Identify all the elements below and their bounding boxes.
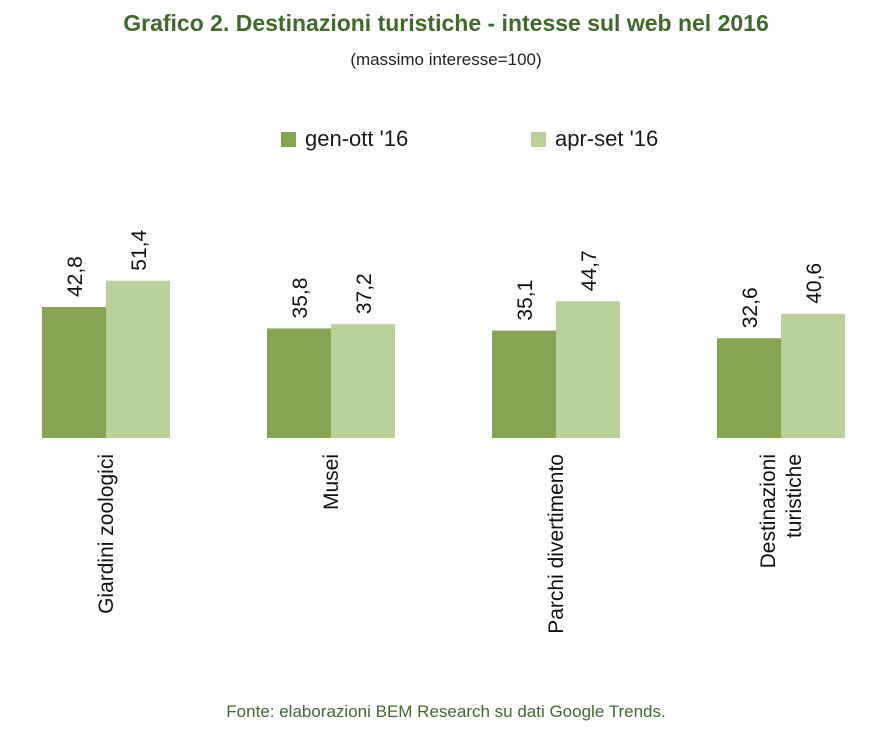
data-label-series-1-1: 42,8 <box>64 256 87 297</box>
data-label-series-1-3: 35,1 <box>514 280 537 321</box>
bar-series-1-2 <box>267 328 331 438</box>
category-label-line: Parchi divertimento <box>545 454 568 634</box>
data-label-series-2-3: 44,7 <box>578 250 601 291</box>
bar-series-2-4 <box>781 313 845 438</box>
data-label-series-1-4: 32,6 <box>739 287 762 328</box>
legend-item-series-2: apr-set '16 <box>531 126 658 152</box>
source-note: Fonte: elaborazioni BEM Research su dati… <box>226 702 666 721</box>
category-label-4: Destinazioni turistiche <box>757 454 806 568</box>
category-label-line: Musei <box>320 454 343 510</box>
bar-series-1-3 <box>492 330 556 438</box>
chart-title: Grafico 2. Destinazioni turistiche - int… <box>123 10 769 36</box>
chart-subtitle: (massimo interesse=100) <box>350 50 542 69</box>
data-label-series-2-4: 40,6 <box>803 263 826 304</box>
bar-series-1-1 <box>42 307 106 438</box>
legend-swatch-series-2 <box>531 131 546 147</box>
bar-series-2-1 <box>106 280 170 438</box>
data-label-series-2-2: 37,2 <box>353 273 376 314</box>
category-label-line: Destinazioni <box>757 454 780 568</box>
data-label-series-1-2: 35,8 <box>289 278 312 319</box>
bar-series-2-3 <box>556 301 620 438</box>
category-label-line: turistiche <box>783 454 806 538</box>
legend-label-series-2: apr-set '16 <box>555 126 659 151</box>
legend: gen-ott '16 apr-set '16 <box>0 126 892 156</box>
legend-swatch-series-1 <box>281 131 296 147</box>
data-label-series-2-1: 51,4 <box>128 230 151 271</box>
bar-series-1-4 <box>717 338 781 438</box>
category-label-line: Giardini zoologici <box>95 454 118 614</box>
bar-series-2-2 <box>331 324 395 438</box>
category-label-1: Giardini zoologici <box>95 454 118 614</box>
legend-label-series-1: gen-ott '16 <box>305 126 409 151</box>
category-label-3: Parchi divertimento <box>545 454 568 634</box>
legend-item-series-1: gen-ott '16 <box>281 126 408 152</box>
category-label-2: Musei <box>320 454 343 510</box>
